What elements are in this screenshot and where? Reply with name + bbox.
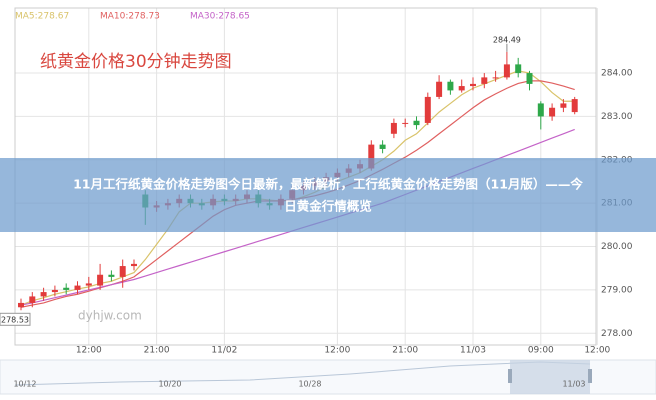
watermark: dyhjw.com [78, 309, 142, 323]
x-tick-label: 12:00 [76, 346, 102, 356]
candle-body [515, 64, 522, 74]
x-tick-label: 11/02 [211, 346, 237, 356]
navigator-handle[interactable] [508, 369, 512, 383]
candle-body [526, 73, 533, 84]
candle-body [390, 122, 397, 134]
x-tick-label: 21:00 [392, 346, 418, 356]
candle-body [424, 96, 431, 123]
candle-body [40, 292, 47, 297]
candle-body [63, 287, 70, 290]
navigator [0, 359, 656, 395]
navigator-handle[interactable] [588, 369, 592, 383]
candle-body [571, 99, 578, 113]
candle-body [97, 274, 104, 286]
navigator-label: 10/20 [158, 380, 181, 389]
candle-body [470, 83, 476, 87]
candle-body [447, 81, 454, 91]
y-tick-label: 279.00 [601, 285, 633, 295]
candle-body [18, 302, 24, 308]
candle-body [379, 144, 386, 149]
candle-body [51, 289, 58, 293]
chart-title: 纸黄金价格30分钟走势图 [40, 52, 232, 72]
candle-body [29, 296, 36, 303]
y-tick-label: 284.00 [601, 69, 633, 79]
candle-body [560, 103, 567, 108]
y-tick-label: 283.00 [601, 112, 633, 122]
headline: 日黄金行情概览 [284, 199, 372, 214]
x-tick-label: 12:00 [584, 346, 610, 356]
navigator-label: 10/28 [298, 380, 321, 389]
candle-body [131, 263, 137, 267]
y-tick-label: 280.00 [601, 242, 633, 252]
candle-body [74, 285, 81, 290]
headline-banner [0, 158, 656, 232]
candle-body [503, 64, 510, 78]
legend-entry: MA5:278.67 [15, 12, 69, 22]
candle-body [119, 266, 126, 277]
low-label: 278.53 [1, 315, 29, 324]
navigator-label: 11/03 [562, 380, 585, 389]
candle-body [481, 77, 488, 84]
low-label-box [0, 312, 31, 326]
candle-body [108, 274, 115, 277]
candle-body [85, 283, 92, 286]
candle-body [458, 86, 465, 91]
high-label: 284.49 [493, 35, 521, 44]
candle-body [368, 144, 375, 169]
legend-entry: MA30:278.65 [190, 12, 250, 22]
navigator-label: 10/12 [13, 380, 36, 389]
navigator-selection[interactable] [510, 360, 590, 394]
candle-body [537, 103, 544, 117]
candle-body [492, 77, 499, 79]
x-tick-label: 11/03 [460, 346, 486, 356]
x-tick-label: 21:00 [144, 346, 170, 356]
headline: 11月工行纸黄金价格走势图今日最新，最新解析，工行纸黄金价格走势图（11月版）—… [73, 177, 583, 192]
x-tick-label: 12:00 [324, 346, 350, 356]
legend-entry: MA10:278.73 [100, 12, 160, 22]
y-tick-label: 278.00 [601, 329, 633, 339]
candle-body [402, 122, 409, 124]
candle-body [436, 81, 443, 97]
candle-body [549, 107, 556, 117]
candle-body [413, 120, 420, 126]
x-tick-label: 09:00 [528, 346, 554, 356]
